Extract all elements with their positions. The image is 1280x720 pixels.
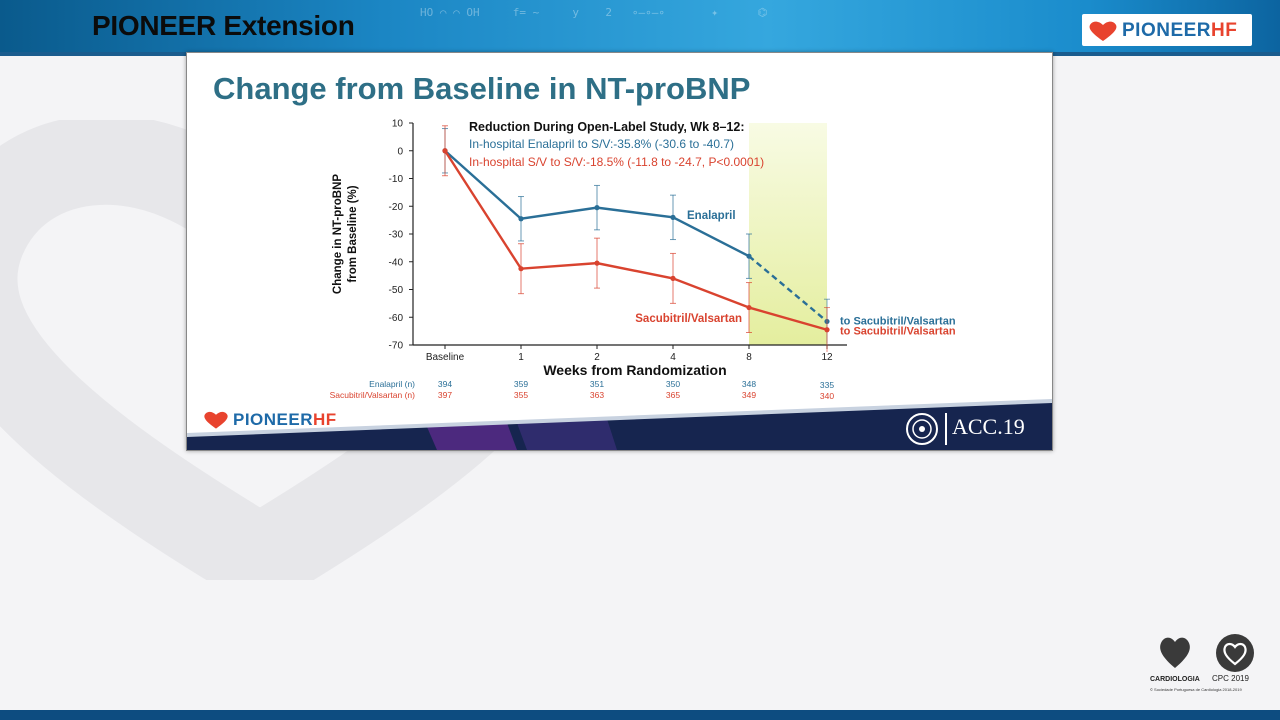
y-tick-label: -40 (389, 257, 404, 268)
sacubitril-valsartan-counts-label: Sacubitril/Valsartan (n) (330, 390, 416, 400)
sacubitril-valsartan-end-label: to Sacubitril/Valsartan (840, 326, 956, 338)
enalapril-data-point (670, 214, 676, 220)
heart-icon (204, 411, 228, 429)
sacubitril-valsartan-data-point (594, 260, 600, 266)
x-tick-label: 4 (670, 352, 676, 363)
sacubitril-valsartan-data-point (442, 148, 448, 154)
y-tick-label: -20 (389, 202, 404, 213)
y-tick-label: -50 (389, 285, 404, 296)
x-tick-label: 8 (746, 352, 752, 363)
spc-footnote: © Sociedade Portuguesa de Cardiologia 20… (1150, 687, 1242, 692)
spc-heart-logo-icon (1160, 637, 1190, 668)
sacubitril-valsartan-data-point (746, 304, 752, 311)
spc-label: CARDIOLOGIA (1150, 676, 1200, 683)
sacubitril-valsartan-data-point (670, 275, 676, 281)
enalapril-count: 350 (666, 379, 680, 389)
acc-seal-icon (906, 413, 938, 445)
page-title: PIONEER Extension (92, 10, 355, 41)
sacubitril-valsartan-data-point (518, 266, 524, 272)
formula-decoration: HO ⌒ ⌒ OH f= ~ y 2 ∘—∘—∘ ✦ ⌬ (420, 6, 768, 19)
pioneer-hf-logo: PIONEERHF (1082, 14, 1252, 46)
sacubitril-valsartan-extension-line (748, 306, 828, 331)
y-tick-label: -70 (389, 341, 404, 352)
enalapril-end-label: to Sacubitril/Valsartan (840, 315, 956, 327)
sacubitril-valsartan-series-label: Sacubitril/Valsartan (635, 313, 742, 325)
enalapril-data-point (594, 205, 600, 211)
y-tick-label: -30 (389, 230, 404, 241)
enalapril-data-point (518, 216, 524, 222)
acc-divider (945, 413, 947, 445)
sacubitril-valsartan-count: 365 (666, 390, 680, 400)
enalapril-count: 348 (742, 379, 756, 389)
slide-pioneer-logo: PIONEERHF (203, 408, 373, 432)
x-tick-label: 12 (821, 352, 833, 363)
cpc-logo-icon (1216, 634, 1254, 672)
annotation-sv: In-hospital S/V to S/V:-18.5% (-11.8 to … (469, 155, 764, 169)
footer-bar (0, 710, 1280, 720)
y-tick-label: -10 (389, 174, 404, 185)
sacubitril-valsartan-count: 397 (438, 390, 452, 400)
annotation-heading: Reduction During Open-Label Study, Wk 8–… (469, 120, 745, 134)
sacubitril-valsartan-count: 340 (820, 391, 834, 401)
acc-label: ACC.19 (952, 414, 1025, 439)
top-banner: HO ⌒ ⌒ OH f= ~ y 2 ∘—∘—∘ ✦ ⌬ PIONEER Ext… (0, 0, 1280, 52)
x-tick-label: Baseline (426, 352, 465, 363)
x-tick-label: 1 (518, 352, 524, 363)
enalapril-count: 335 (820, 380, 834, 390)
y-tick-label: 0 (397, 146, 403, 157)
sacubitril-valsartan-data-point (824, 327, 830, 333)
enalapril-count: 359 (514, 379, 528, 389)
enalapril-series-label: Enalapril (687, 210, 736, 222)
annotation-enalapril: In-hospital Enalapril to S/V:-35.8% (-30… (469, 137, 734, 151)
enalapril-counts-label: Enalapril (n) (369, 379, 415, 389)
sacubitril-valsartan-count: 349 (742, 390, 756, 400)
logo-text: PIONEERHF (1122, 20, 1238, 41)
enalapril-count: 394 (438, 379, 452, 389)
x-tick-label: 2 (594, 352, 600, 363)
slide-panel: Change from Baseline in NT-proBNP 10 0 -10… (186, 52, 1053, 451)
enalapril-count: 351 (590, 379, 604, 389)
sacubitril-valsartan-count: 355 (514, 390, 528, 400)
y-axis-label-line1: Change in NT-proBNP (332, 174, 344, 294)
slide-title: Change from Baseline in NT-proBNP (213, 71, 751, 106)
enalapril-extension-line (748, 255, 828, 323)
cpc-label: CPC 2019 (1212, 674, 1249, 683)
slide-logo-text: PIONEERHF (233, 410, 337, 429)
x-axis-label: Weeks from Randomization (543, 362, 726, 378)
highlight-band-wk8-12 (749, 123, 827, 345)
y-tick-label: -60 (389, 313, 404, 324)
heart-icon (1089, 21, 1117, 41)
conference-logos: CARDIOLOGIA © Sociedade Portuguesa de Ca… (1150, 632, 1260, 696)
slide-bottom-strip (187, 399, 1052, 450)
enalapril-data-point (746, 253, 752, 259)
y-tick-label: 10 (392, 119, 404, 130)
y-axis-label-line2: from Baseline (%) (347, 185, 359, 282)
sacubitril-valsartan-count: 363 (590, 390, 604, 400)
